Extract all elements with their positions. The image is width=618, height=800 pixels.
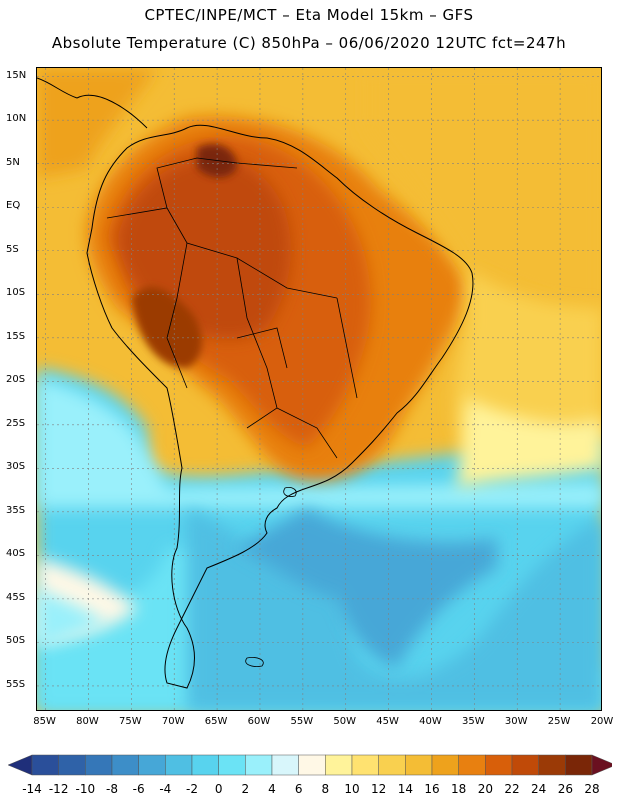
lat-tick-label: 5S <box>6 243 19 255</box>
lon-tick-label: 80W <box>76 716 99 727</box>
colorbar-tick-label: -4 <box>159 782 172 796</box>
colorbar-tick-label: 4 <box>268 782 276 796</box>
graticule <box>37 68 601 710</box>
lat-tick-label: EQ <box>6 200 21 212</box>
lon-tick-label: 50W <box>333 716 357 727</box>
colorbar-tick-label: 18 <box>451 782 467 796</box>
lon-tick-label: 40W <box>419 716 442 727</box>
lat-tick-label: 15S <box>6 330 26 342</box>
colorbar-swatch <box>458 754 486 776</box>
colorbar-swatch <box>298 754 326 776</box>
colorbar-swatch <box>85 754 113 776</box>
colorbar-swatch <box>111 754 139 776</box>
colorbar-swatch <box>165 754 193 776</box>
lon-tick-label: 70W <box>161 716 185 727</box>
colorbar-tick-label: 16 <box>424 782 440 796</box>
lat-tick-label: 30S <box>6 461 26 473</box>
colorbar-tick-label: 6 <box>294 782 303 796</box>
colorbar-tick-label: 0 <box>214 782 223 796</box>
colorbar-under-arrow <box>7 754 33 776</box>
country-borders <box>106 157 358 459</box>
islands <box>245 487 297 667</box>
colorbar <box>7 754 612 776</box>
colorbar-swatch <box>538 754 566 776</box>
lon-tick-label: 20W <box>590 716 614 727</box>
colorbar-swatch <box>271 754 299 776</box>
lat-tick-label: 55S <box>6 678 26 690</box>
lat-tick-label: 50S <box>6 635 26 647</box>
map-title: CPTEC/INPE/MCT – Eta Model 15km – GFS <box>144 6 474 24</box>
colorbar-swatch <box>485 754 513 776</box>
colorbar-swatch <box>58 754 86 776</box>
colorbar-tick-label: 20 <box>477 782 493 796</box>
colorbar-swatch <box>325 754 353 776</box>
colorbar-swatch <box>218 754 246 776</box>
colorbar-tick-label: 28 <box>584 782 600 796</box>
lat-tick-label: 40S <box>6 548 26 560</box>
colorbar-swatch <box>191 754 219 776</box>
colorbar-swatch <box>405 754 433 776</box>
colorbar-swatch <box>378 754 406 776</box>
colorbar-swatch <box>138 754 166 776</box>
colorbar-tick-label: 10 <box>344 782 360 796</box>
colorbar-swatch <box>565 754 593 776</box>
colorbar-tick-label: 2 <box>241 782 250 796</box>
lon-tick-label: 25W <box>547 716 571 727</box>
colorbar-tick-label: 14 <box>397 782 413 796</box>
colorbar-tick-label: -10 <box>75 782 96 796</box>
lat-tick-label: 10N <box>6 113 27 125</box>
lat-tick-label: 10S <box>6 287 26 299</box>
lat-tick-label: 25S <box>6 417 26 429</box>
colorbar-tick-label: 12 <box>371 782 387 796</box>
lat-tick-label: 15N <box>6 69 27 81</box>
temperature-map <box>36 67 602 711</box>
lon-tick-label: 30W <box>504 716 528 727</box>
colorbar-swatch <box>351 754 379 776</box>
colorbar-tick-label: 22 <box>504 782 520 796</box>
colorbar-swatch <box>511 754 539 776</box>
colorbar-tick-label: -6 <box>132 782 145 796</box>
colorbar-swatch <box>431 754 459 776</box>
map-subtitle: Absolute Temperature (C) 850hPa – 06/06/… <box>51 34 567 52</box>
colorbar-tick-label: -8 <box>106 782 118 796</box>
colorbar-tick-label: -14 <box>22 782 42 796</box>
lon-tick-label: 65W <box>204 716 228 727</box>
lon-tick-label: 60W <box>247 716 271 727</box>
lat-tick-label: 45S <box>6 591 26 603</box>
colorbar-tick-label: 26 <box>557 782 573 796</box>
lat-tick-label: 20S <box>6 374 26 386</box>
lon-tick-label: 75W <box>119 716 142 727</box>
colorbar-tick-label: -2 <box>186 782 198 796</box>
lon-tick-label: 45W <box>376 716 399 727</box>
colorbar-swatch <box>31 754 59 776</box>
colorbar-tick-label: 8 <box>321 782 330 796</box>
colorbar-tick-label: 24 <box>531 782 547 796</box>
lat-tick-label: 35S <box>6 504 26 516</box>
colorbar-over-arrow <box>591 754 612 776</box>
lon-tick-label: 35W <box>462 716 485 727</box>
lat-tick-label: 5N <box>6 156 20 168</box>
lon-tick-label: 55W <box>290 716 314 727</box>
lon-tick-label: 85W <box>33 716 56 727</box>
colorbar-swatch <box>245 754 273 776</box>
colorbar-tick-label: -12 <box>48 782 69 796</box>
